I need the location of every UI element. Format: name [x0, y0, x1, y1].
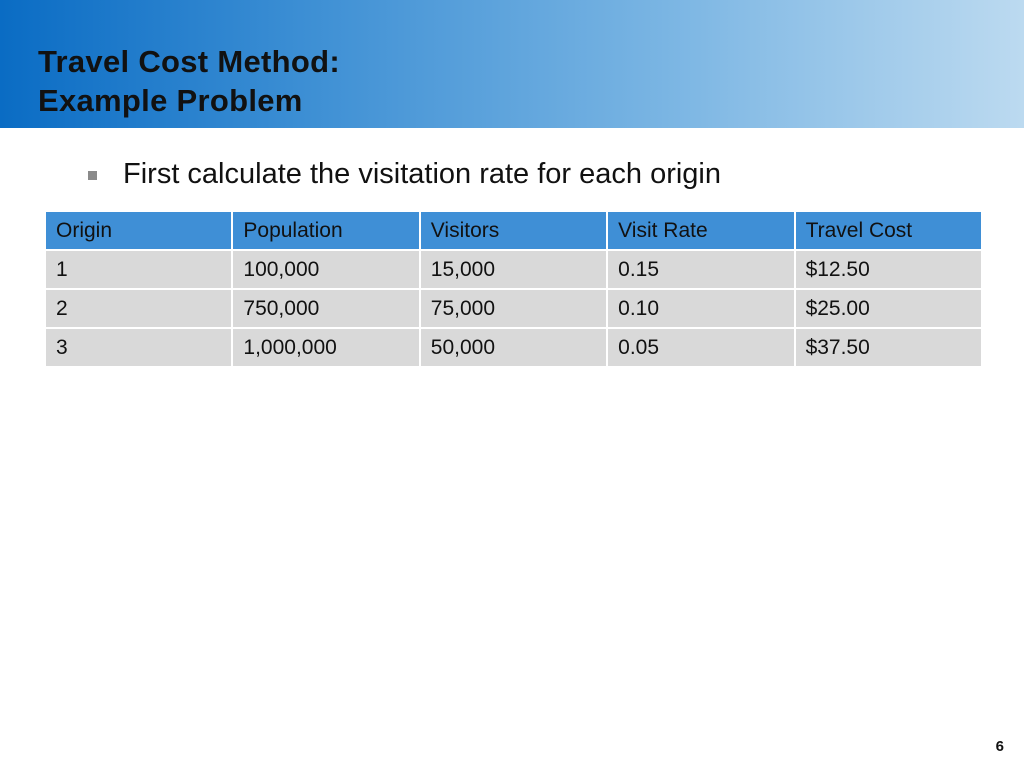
header-travel-cost: Travel Cost	[793, 210, 984, 251]
title-banner	[0, 0, 1024, 128]
cell-travel-cost: $37.50	[793, 327, 984, 368]
cell-visit-rate: 0.05	[606, 327, 796, 368]
bullet-text: First calculate the visitation rate for …	[123, 158, 721, 190]
visitation-table: Origin Population Visitors Visit Rate Tr…	[43, 210, 984, 368]
cell-visitors: 15,000	[418, 249, 609, 290]
slide-title: Travel Cost Method: Example Problem	[38, 42, 340, 120]
header-visit-rate: Visit Rate	[606, 210, 796, 251]
page-number: 6	[995, 738, 1004, 755]
slide-title-line-2: Example Problem	[38, 83, 303, 118]
cell-origin: 3	[43, 327, 234, 368]
cell-population: 100,000	[231, 249, 421, 290]
cell-population: 750,000	[231, 288, 421, 329]
cell-visit-rate: 0.15	[606, 249, 796, 290]
table-row: 2 750,000 75,000 0.10 $25.00	[43, 288, 984, 329]
cell-origin: 1	[43, 249, 234, 290]
cell-visit-rate: 0.10	[606, 288, 796, 329]
cell-visitors: 50,000	[418, 327, 609, 368]
header-population: Population	[231, 210, 421, 251]
cell-origin: 2	[43, 288, 234, 329]
cell-population: 1,000,000	[231, 327, 421, 368]
bullet-item: First calculate the visitation rate for …	[88, 158, 721, 191]
square-bullet-icon	[88, 171, 97, 180]
header-origin: Origin	[43, 210, 234, 251]
header-visitors: Visitors	[418, 210, 609, 251]
cell-visitors: 75,000	[418, 288, 609, 329]
table-row: 3 1,000,000 50,000 0.05 $37.50	[43, 327, 984, 368]
table-row: 1 100,000 15,000 0.15 $12.50	[43, 249, 984, 290]
slide-title-line-1: Travel Cost Method:	[38, 44, 340, 79]
table-header-row: Origin Population Visitors Visit Rate Tr…	[43, 210, 984, 251]
cell-travel-cost: $25.00	[793, 288, 984, 329]
cell-travel-cost: $12.50	[793, 249, 984, 290]
